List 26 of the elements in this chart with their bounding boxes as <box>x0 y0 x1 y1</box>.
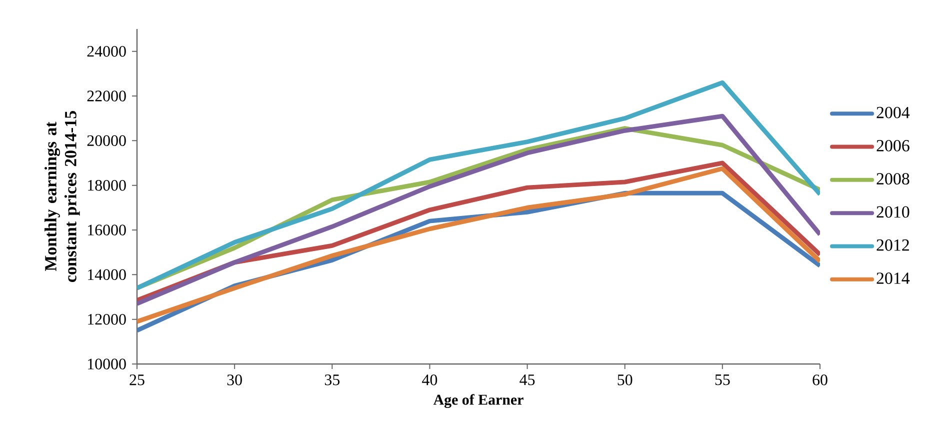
y-tick-label: 18000 <box>88 180 126 191</box>
x-tick-label: 60 <box>812 374 828 386</box>
line-series <box>137 166 820 324</box>
x-tick-label: 30 <box>227 374 242 386</box>
legend-label: 2010 <box>876 206 910 218</box>
x-axis-title: Age of Earner <box>433 394 524 408</box>
y-tick-label: 12000 <box>88 314 126 325</box>
x-tick-label: 35 <box>324 374 340 386</box>
y-tick-label: 14000 <box>88 269 126 280</box>
line-series <box>137 80 820 290</box>
legend-label: 2012 <box>876 239 909 251</box>
y-tick-label: 24000 <box>87 46 126 57</box>
legend-label: 2008 <box>876 173 910 185</box>
legend-label: 2014 <box>876 272 910 284</box>
legend-label: 2006 <box>876 140 910 152</box>
x-tick-label: 25 <box>130 374 144 386</box>
y-tick-label: 20000 <box>87 135 126 146</box>
x-tick-label: 45 <box>520 374 535 386</box>
x-tick-label: 40 <box>422 374 438 386</box>
legend-label: 2004 <box>876 106 910 118</box>
y-tick-label: 22000 <box>87 90 126 102</box>
y-tick-label: 10000 <box>88 358 126 370</box>
x-tick-label: 50 <box>618 374 632 386</box>
x-tick-label: 55 <box>715 374 730 386</box>
y-tick-label: 16000 <box>88 224 126 236</box>
y-axis-title: Monthly earnings at constant prices 2014-15 <box>44 111 80 282</box>
